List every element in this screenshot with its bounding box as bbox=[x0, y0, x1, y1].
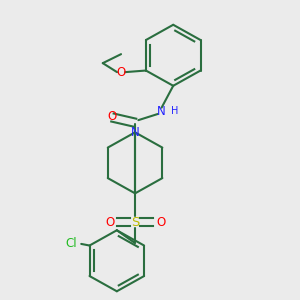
Text: Cl: Cl bbox=[65, 237, 77, 250]
Text: O: O bbox=[107, 110, 116, 123]
Text: O: O bbox=[156, 216, 165, 229]
Text: N: N bbox=[157, 105, 166, 118]
Text: H: H bbox=[170, 106, 178, 116]
Text: O: O bbox=[106, 216, 115, 229]
Text: S: S bbox=[131, 216, 139, 229]
Text: N: N bbox=[131, 126, 140, 139]
Text: O: O bbox=[116, 66, 126, 79]
